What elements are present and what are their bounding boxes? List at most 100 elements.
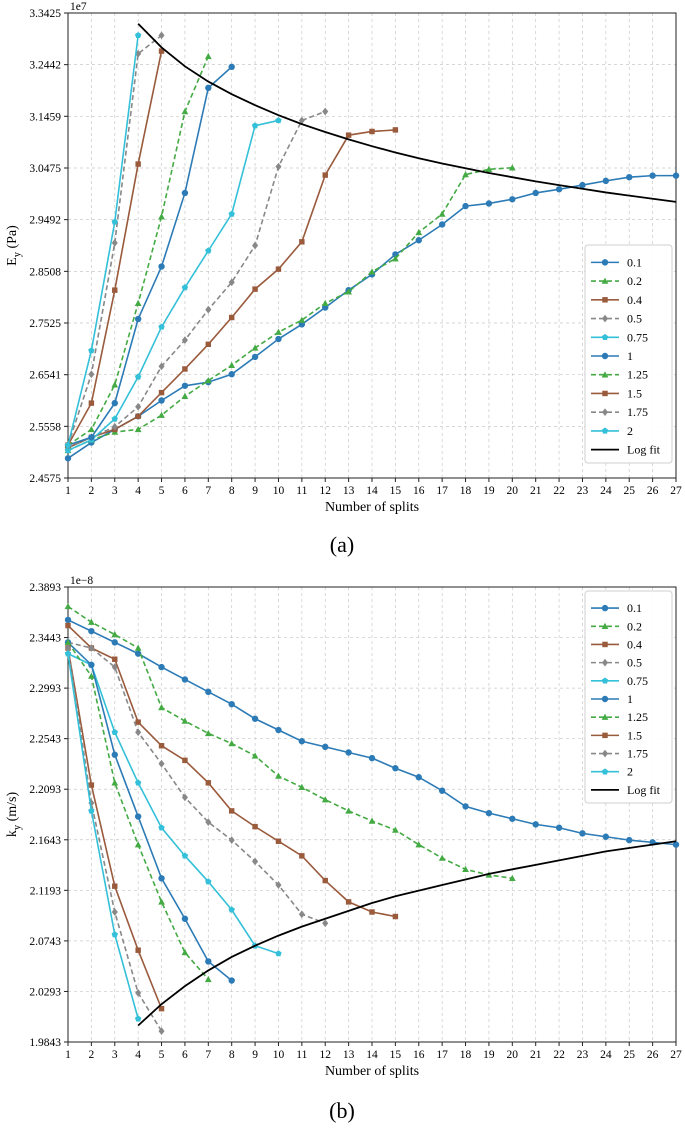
x-tick-label: 10 xyxy=(273,1049,285,1061)
y-tick-label: 2.8508 xyxy=(29,266,61,278)
series-b-Log-fit xyxy=(137,840,677,1027)
legend-item: 1 xyxy=(591,692,633,706)
legend-marker xyxy=(601,768,609,775)
data-point xyxy=(134,644,142,651)
data-point xyxy=(158,1005,165,1012)
legend-label: 2 xyxy=(627,424,633,438)
data-point xyxy=(345,899,352,905)
data-point xyxy=(485,200,493,207)
data-point xyxy=(298,116,305,125)
x-tick-label: 26 xyxy=(647,485,659,497)
x-tick-label: 14 xyxy=(366,485,378,497)
data-point xyxy=(252,286,258,292)
data-point xyxy=(602,833,610,840)
data-point xyxy=(579,830,586,837)
y-axis-label-unit: (m/s) xyxy=(5,792,20,825)
data-point xyxy=(251,353,259,361)
series-a-0_75 xyxy=(64,117,282,454)
legend-label: 1.5 xyxy=(627,728,642,742)
data-point xyxy=(204,729,212,737)
legend-marker xyxy=(602,732,608,739)
data-point xyxy=(205,878,212,885)
data-point xyxy=(252,823,258,830)
data-point xyxy=(252,857,259,866)
x-tick-label: 27 xyxy=(670,1049,682,1061)
series-line xyxy=(67,653,139,1019)
series-b-0_1 xyxy=(64,616,680,848)
chart-a: 1 2 3 4 5 6 7 8 9 10 11 12 13 14 15 16 17 18 19 20 21 22 23 24 2… xyxy=(5,1,682,515)
data-point xyxy=(275,772,282,779)
data-point xyxy=(322,919,329,928)
data-point xyxy=(158,759,165,768)
data-point xyxy=(181,793,188,802)
x-tick-label: 16 xyxy=(413,485,425,497)
data-point xyxy=(508,164,516,171)
legend-label: 0.5 xyxy=(627,656,642,670)
data-point xyxy=(368,268,376,275)
data-point xyxy=(64,447,72,454)
data-point xyxy=(251,344,259,351)
y-tick-label: 1.9843 xyxy=(29,1037,61,1049)
legend-item: 0.1 xyxy=(591,255,642,269)
data-point xyxy=(392,765,399,772)
x-tick-label: 24 xyxy=(600,1049,612,1061)
data-point xyxy=(158,704,165,711)
data-point xyxy=(158,362,165,371)
series-a-0_4 xyxy=(65,127,399,451)
x-axis-label: Number of splits xyxy=(325,1064,419,1079)
data-point xyxy=(158,875,165,882)
data-point xyxy=(275,117,282,124)
data-point xyxy=(88,370,95,379)
data-point xyxy=(205,688,212,696)
x-tick-label: 7 xyxy=(205,485,211,497)
x-tick-label: 2 xyxy=(89,485,95,497)
x-tick-label: 1 xyxy=(65,485,71,497)
x-tick-label: 13 xyxy=(343,1049,355,1061)
data-point xyxy=(251,122,259,129)
data-point xyxy=(205,958,212,965)
legend-label: 1.25 xyxy=(627,710,648,724)
data-point xyxy=(438,854,446,861)
data-point xyxy=(438,210,446,217)
x-tick-label: 3 xyxy=(112,1049,118,1061)
legend-item: 0.1 xyxy=(591,601,642,615)
data-point xyxy=(508,874,516,882)
data-point xyxy=(111,399,118,407)
x-tick-label: 23 xyxy=(577,485,589,497)
x-tick-label: 6 xyxy=(182,485,188,497)
x-tick-label: 20 xyxy=(507,485,519,497)
data-point xyxy=(275,726,282,734)
data-point xyxy=(134,299,142,307)
data-point xyxy=(135,728,142,737)
legend-marker xyxy=(601,352,609,360)
data-point xyxy=(181,189,189,197)
data-point xyxy=(345,288,352,295)
data-point xyxy=(252,241,259,250)
legend-label: 2 xyxy=(627,765,633,779)
legend-marker xyxy=(602,390,608,397)
legend-item: 0.4 xyxy=(591,637,642,651)
data-point xyxy=(204,975,212,983)
data-point xyxy=(88,782,95,788)
data-point xyxy=(228,371,235,378)
data-point xyxy=(204,52,212,60)
data-point xyxy=(579,181,586,189)
x-tick-label: 17 xyxy=(436,485,448,497)
data-point xyxy=(181,915,189,922)
x-tick-label: 8 xyxy=(229,1049,235,1061)
data-point xyxy=(181,717,189,724)
x-tick-label: 15 xyxy=(390,485,402,497)
data-point xyxy=(369,909,375,915)
x-tick-label: 24 xyxy=(600,485,612,497)
plot-area-b xyxy=(64,602,680,1035)
x-tick-label: 17 xyxy=(436,1049,448,1061)
data-point xyxy=(158,323,165,330)
data-point xyxy=(228,808,235,814)
legend-marker xyxy=(602,641,608,648)
data-point xyxy=(438,787,446,794)
data-point xyxy=(88,644,95,652)
x-tick-label: 22 xyxy=(553,1049,565,1061)
legend-label: Log fit xyxy=(627,443,661,457)
x-tick-label: 18 xyxy=(460,485,472,497)
